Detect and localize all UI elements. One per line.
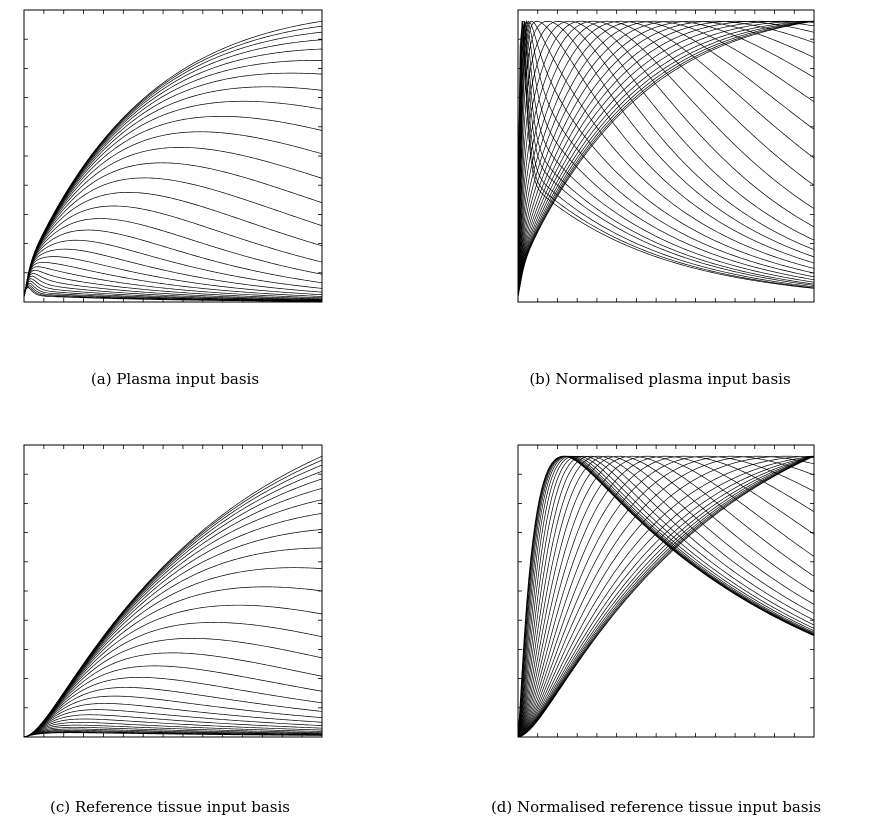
basis-curve-29 (518, 21, 814, 285)
basis-curve-10 (518, 21, 814, 294)
chart-normalised-plasma-input-basis (518, 10, 814, 302)
basis-curve-22 (518, 21, 814, 267)
basis-curve-5 (24, 479, 322, 737)
basis-curve-16 (518, 456, 814, 737)
basis-curve-32 (518, 21, 814, 288)
basis-curve-5 (24, 49, 322, 297)
caption-plasma-input-basis: (a) Plasma input basis (20, 370, 330, 388)
basis-curve-20 (518, 21, 814, 276)
basis-curve-18 (24, 230, 322, 297)
chart-plasma-input-basis (24, 10, 322, 302)
basis-curve-2 (24, 460, 322, 737)
basis-curve-16 (24, 206, 322, 297)
basis-curve-15 (24, 192, 322, 297)
basis-curve-1 (24, 21, 322, 297)
basis-curve-13 (24, 605, 322, 737)
basis-curve-12 (24, 147, 322, 297)
chart-normalised-reference-tissue-input-basis (518, 445, 814, 737)
basis-curve-9 (24, 101, 322, 297)
basis-curve-27 (518, 21, 814, 282)
basis-curve-11 (24, 568, 322, 737)
caption-normalised-plasma-input-basis: (b) Normalised plasma input basis (460, 370, 860, 388)
basis-curve-16 (24, 653, 322, 737)
basis-curve-24 (518, 21, 814, 273)
basis-curve-11 (518, 21, 814, 294)
basis-curve-2 (24, 26, 322, 297)
basis-curve-4 (24, 40, 322, 297)
basis-curve-10 (24, 116, 322, 297)
basis-curve-8 (24, 513, 322, 737)
basis-curve-13 (24, 163, 322, 297)
basis-curve-17 (518, 21, 814, 285)
basis-curve-12 (518, 21, 814, 293)
basis-curve-14 (518, 21, 814, 291)
basis-curve-8 (24, 87, 322, 297)
caption-normalised-reference-tissue-input-basis: (d) Normalised reference tissue input ba… (440, 798, 872, 816)
basis-curve-6 (24, 60, 322, 297)
basis-curve-10 (24, 548, 322, 737)
caption-reference-tissue-input-basis: (c) Reference tissue input basis (0, 798, 340, 816)
chart-reference-tissue-input-basis (24, 445, 322, 737)
basis-curve-7 (24, 73, 322, 297)
basis-curve-12 (24, 587, 322, 737)
basis-curve-15 (518, 21, 814, 289)
basis-curve-31 (518, 21, 814, 288)
basis-curve-13 (518, 21, 814, 292)
basis-curve-18 (518, 21, 814, 283)
basis-curve-28 (518, 21, 814, 284)
basis-curve-23 (518, 21, 814, 268)
